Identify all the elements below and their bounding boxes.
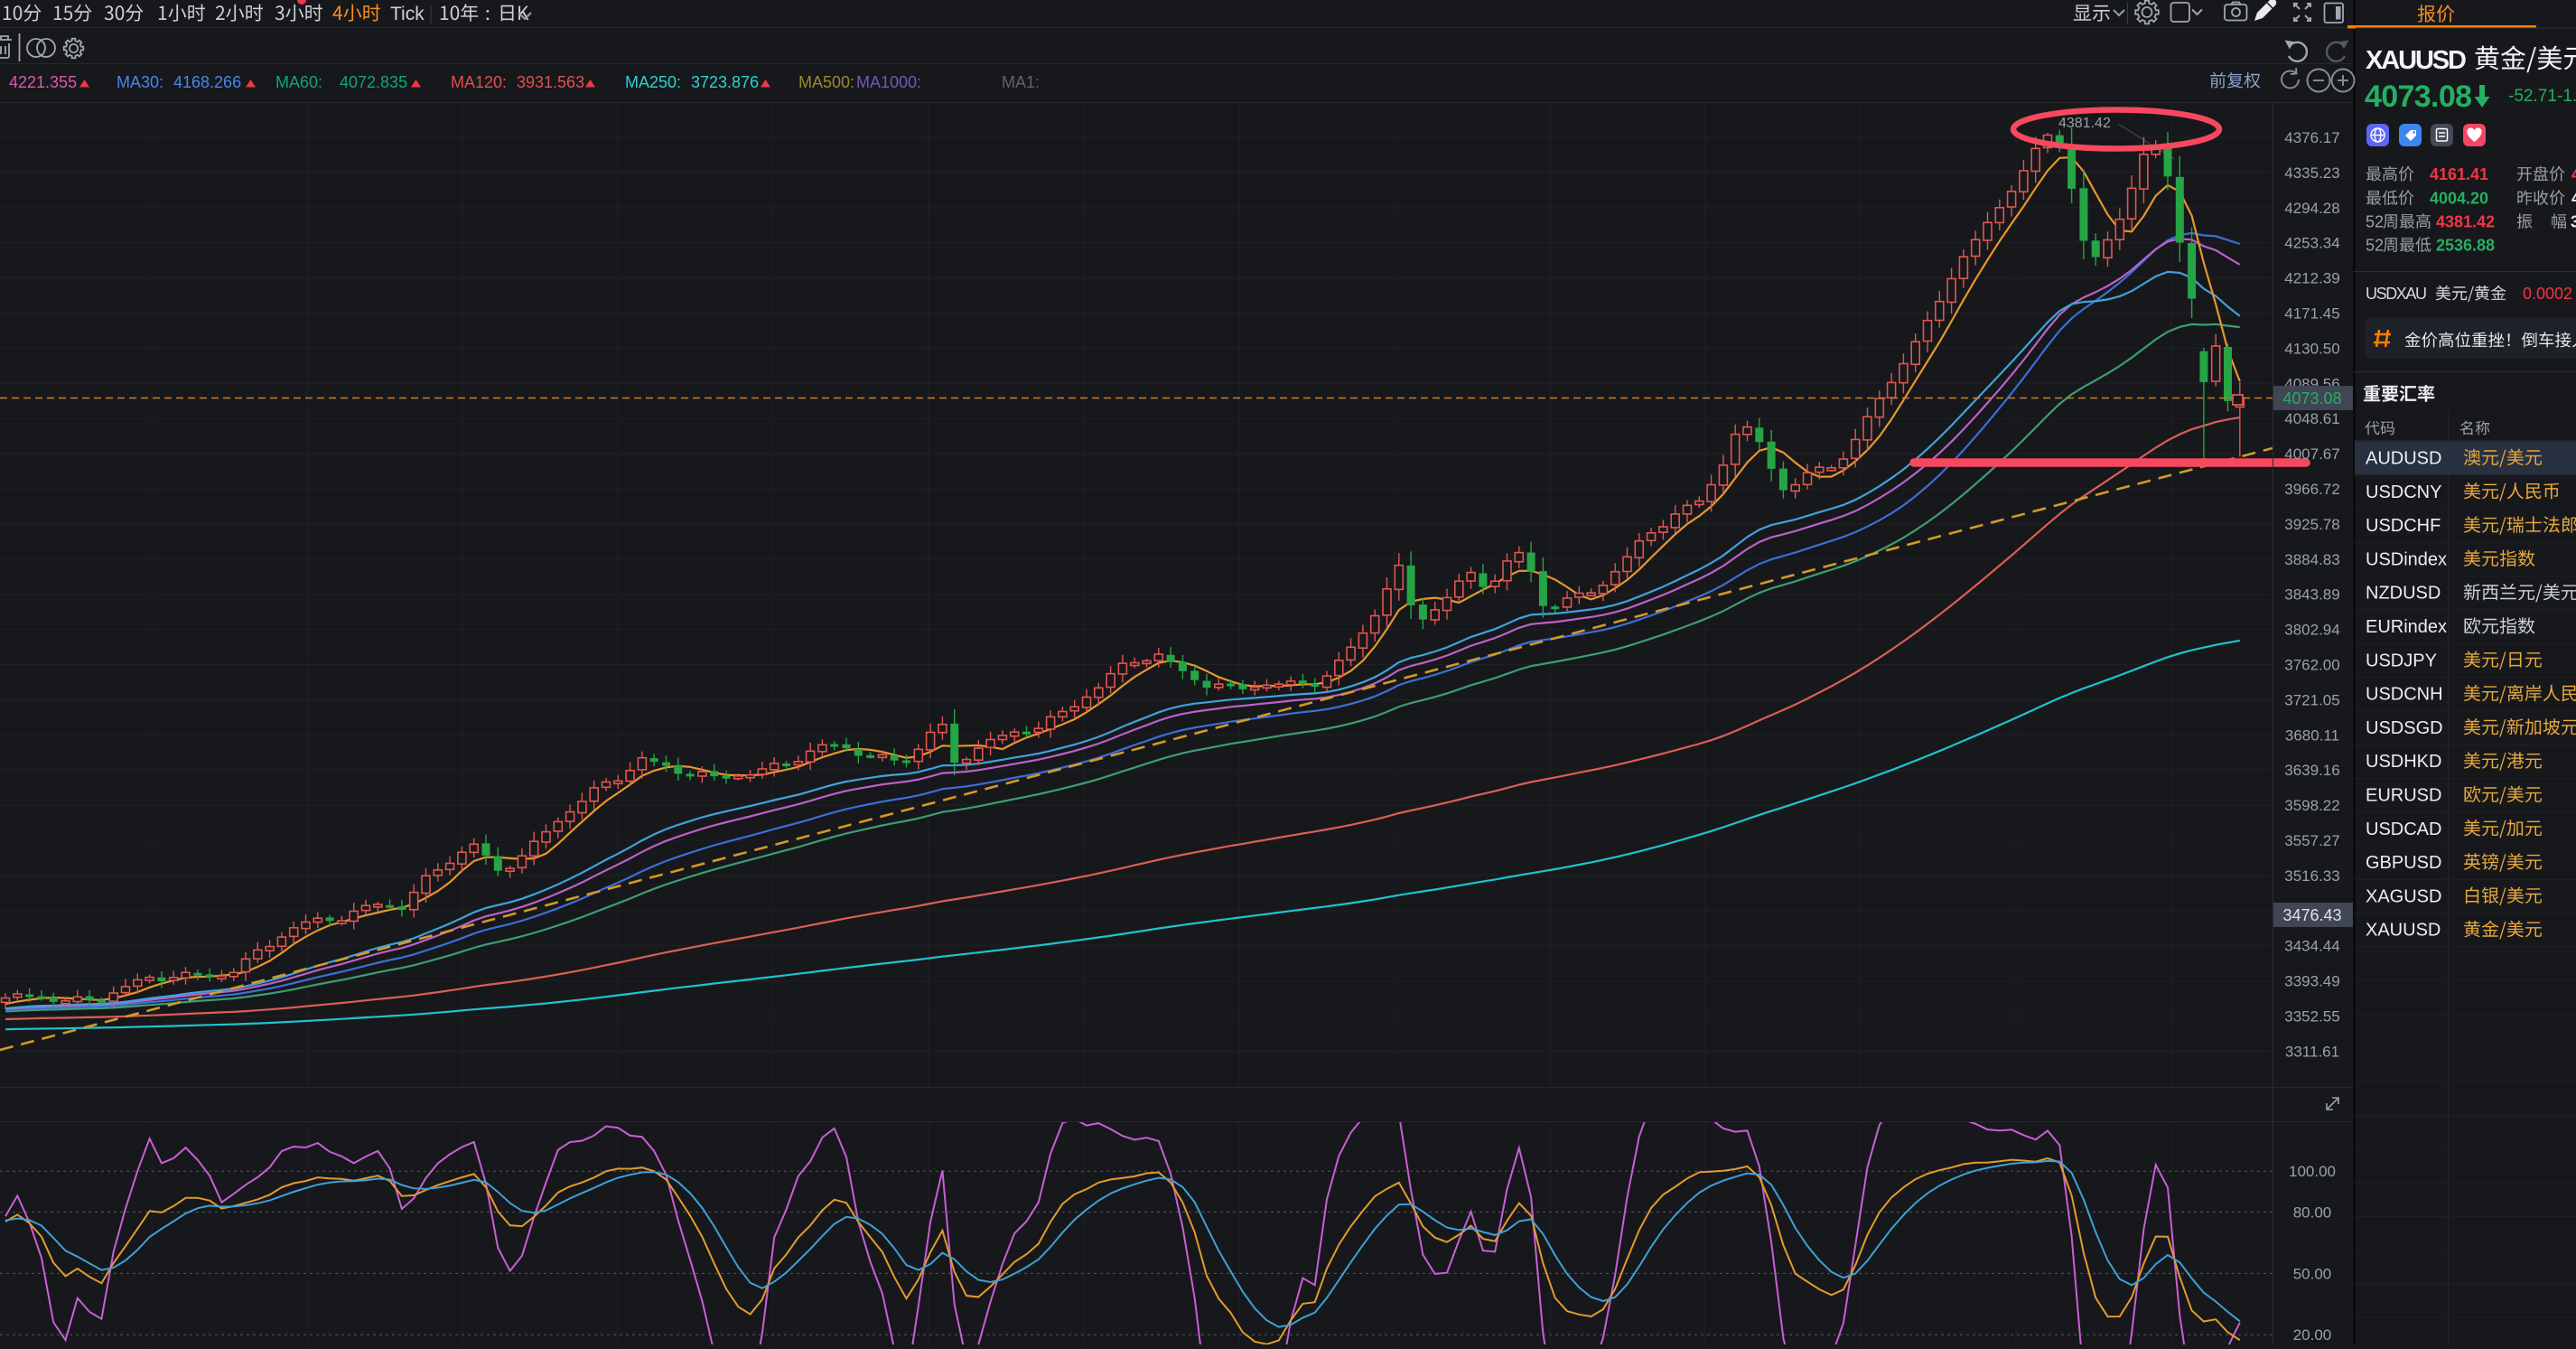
svg-text:USDCHF: USDCHF [2366, 516, 2441, 536]
svg-text:80.00: 80.00 [2293, 1204, 2332, 1222]
svg-text:MA120:: MA120: [451, 73, 507, 91]
svg-text:3931.563: 3931.563 [517, 73, 584, 91]
svg-text:4073.08: 4073.08 [2282, 389, 2341, 408]
svg-text:4161.41: 4161.41 [2430, 165, 2488, 183]
svg-text:XAGUSD: XAGUSD [2366, 886, 2441, 906]
svg-text:3311.61: 3311.61 [2285, 1043, 2339, 1060]
svg-text:3434.44: 3434.44 [2284, 938, 2339, 955]
svg-text:3721.05: 3721.05 [2284, 691, 2339, 708]
svg-text:3516.33: 3516.33 [2284, 867, 2339, 885]
svg-text:3966.72: 3966.72 [2284, 481, 2339, 498]
svg-text:3925.78: 3925.78 [2284, 516, 2339, 533]
svg-text:USDHKD: USDHKD [2366, 752, 2441, 772]
svg-text:4294.28: 4294.28 [2284, 200, 2339, 217]
svg-text:50.00: 50.00 [2293, 1265, 2332, 1282]
svg-text:3723.876: 3723.876 [691, 73, 759, 91]
svg-text:Tick: Tick [390, 4, 425, 24]
svg-text:MA30:: MA30: [117, 73, 163, 91]
svg-text:-52.71: -52.71 [2508, 87, 2557, 106]
svg-text:3843.89: 3843.89 [2284, 586, 2339, 604]
svg-text:EURUSD: EURUSD [2366, 786, 2441, 806]
svg-text:3393.49: 3393.49 [2284, 973, 2339, 990]
svg-text:3639.16: 3639.16 [2284, 762, 2339, 779]
svg-text:3680.11: 3680.11 [2285, 726, 2339, 744]
svg-text:4381.42: 4381.42 [2436, 213, 2495, 231]
svg-text:4004.20: 4004.20 [2430, 190, 2488, 208]
svg-text:USDCNY: USDCNY [2366, 482, 2441, 502]
svg-text:4130.50: 4130.50 [2284, 340, 2339, 357]
svg-text:MA500:: MA500: [798, 73, 854, 91]
svg-text:3476.43: 3476.43 [2282, 906, 2341, 924]
svg-text:4335.23: 4335.23 [2284, 164, 2339, 182]
svg-text:MA60:: MA60: [275, 73, 322, 91]
svg-text:0.0002: 0.0002 [2523, 285, 2572, 303]
svg-text:100.00: 100.00 [2289, 1163, 2336, 1180]
svg-text:USDJPY: USDJPY [2366, 651, 2437, 670]
svg-text:USDCAD: USDCAD [2366, 820, 2441, 839]
svg-text:XAUUSD: XAUUSD [2366, 46, 2467, 75]
svg-text:4253.34: 4253.34 [2284, 235, 2339, 252]
svg-text:XAUUSD: XAUUSD [2366, 921, 2441, 941]
svg-text:4073.08: 4073.08 [2365, 80, 2472, 114]
svg-text:GBPUSD: GBPUSD [2366, 853, 2441, 873]
svg-text:4212.39: 4212.39 [2284, 270, 2339, 287]
svg-text:4168.266: 4168.266 [173, 73, 241, 91]
svg-text:4376.17: 4376.17 [2284, 129, 2339, 146]
svg-text:4007.67: 4007.67 [2284, 445, 2339, 463]
svg-text:MA1000:: MA1000: [856, 73, 921, 91]
svg-text:3802.94: 3802.94 [2284, 622, 2339, 639]
svg-text:3: 3 [2571, 213, 2576, 231]
svg-text:EURindex: EURindex [2366, 617, 2447, 637]
svg-text:AUDUSD: AUDUSD [2366, 449, 2441, 469]
svg-text:2536.88: 2536.88 [2436, 237, 2495, 255]
svg-text:NZDUSD: NZDUSD [2366, 584, 2441, 604]
svg-text:52: 52 [2366, 213, 2384, 231]
svg-text:USDXAU: USDXAU [2366, 285, 2427, 303]
svg-text:4: 4 [2571, 190, 2576, 208]
svg-text:4221.355: 4221.355 [9, 73, 77, 91]
svg-text:20.00: 20.00 [2293, 1326, 2332, 1344]
svg-text:4: 4 [2571, 165, 2576, 183]
svg-text:MA250:: MA250: [625, 73, 681, 91]
svg-text:4048.61: 4048.61 [2284, 410, 2339, 427]
svg-text:-1.: -1. [2557, 87, 2576, 106]
svg-text:3762.00: 3762.00 [2284, 657, 2339, 674]
svg-text:4381.42: 4381.42 [2058, 116, 2111, 131]
svg-text:3557.27: 3557.27 [2284, 832, 2339, 849]
svg-text:3352.55: 3352.55 [2284, 1008, 2339, 1026]
svg-text:MA1:: MA1: [1002, 73, 1040, 91]
svg-text:52: 52 [2366, 237, 2384, 255]
svg-text:USDSGD: USDSGD [2366, 718, 2443, 738]
svg-text:USDCNH: USDCNH [2366, 685, 2443, 705]
svg-text:3598.22: 3598.22 [2284, 797, 2339, 814]
svg-text:4171.45: 4171.45 [2284, 305, 2339, 323]
svg-text:3884.83: 3884.83 [2284, 551, 2339, 568]
svg-text:USDindex: USDindex [2366, 549, 2447, 569]
svg-text:4072.835: 4072.835 [340, 73, 407, 91]
